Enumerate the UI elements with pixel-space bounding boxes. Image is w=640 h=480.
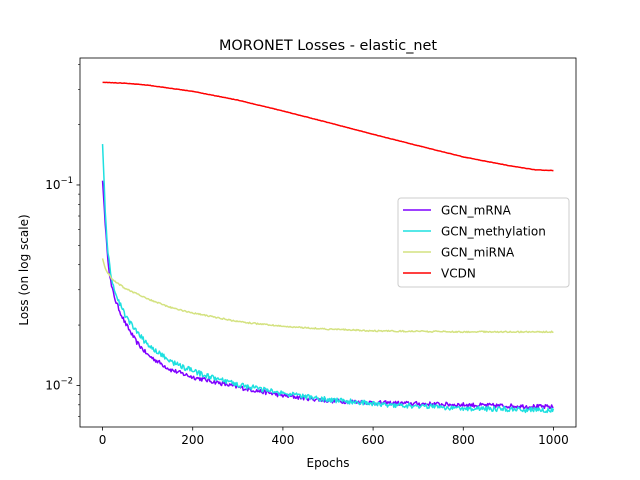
legend: GCN_mRNA GCN_methylation GCN_miRNA VCDN xyxy=(397,197,570,288)
legend-label: GCN_miRNA xyxy=(441,246,515,260)
chart-title: MORONET Losses - elastic_net xyxy=(219,38,437,54)
series-line-vcdn xyxy=(102,81,554,172)
x-tick-label: 200 xyxy=(181,433,204,447)
x-tick-label: 600 xyxy=(362,433,385,447)
x-tick-label: 1000 xyxy=(538,433,569,447)
legend-label: VCDN xyxy=(441,267,476,281)
legend-label: GCN_mRNA xyxy=(441,204,512,218)
legend-label: GCN_methylation xyxy=(441,225,546,239)
y-tick-label: 10−2 xyxy=(45,376,73,392)
series-group xyxy=(101,81,555,414)
x-tick-label: 0 xyxy=(99,433,107,447)
y-axis-label: Loss (on log scale) xyxy=(17,214,31,325)
x-tick-label: 400 xyxy=(271,433,294,447)
series-line-gcn-methylation xyxy=(101,144,555,414)
x-tick-label: 800 xyxy=(452,433,475,447)
x-axis-label: Epochs xyxy=(307,456,350,470)
series-line-gcn-mirna xyxy=(101,258,554,334)
plot-area: 0 200 400 600 800 1000 10−2 10−1 xyxy=(45,57,577,447)
plot-frame xyxy=(79,57,577,428)
y-tick-label: 10−1 xyxy=(45,176,73,192)
legend-box xyxy=(397,197,570,288)
